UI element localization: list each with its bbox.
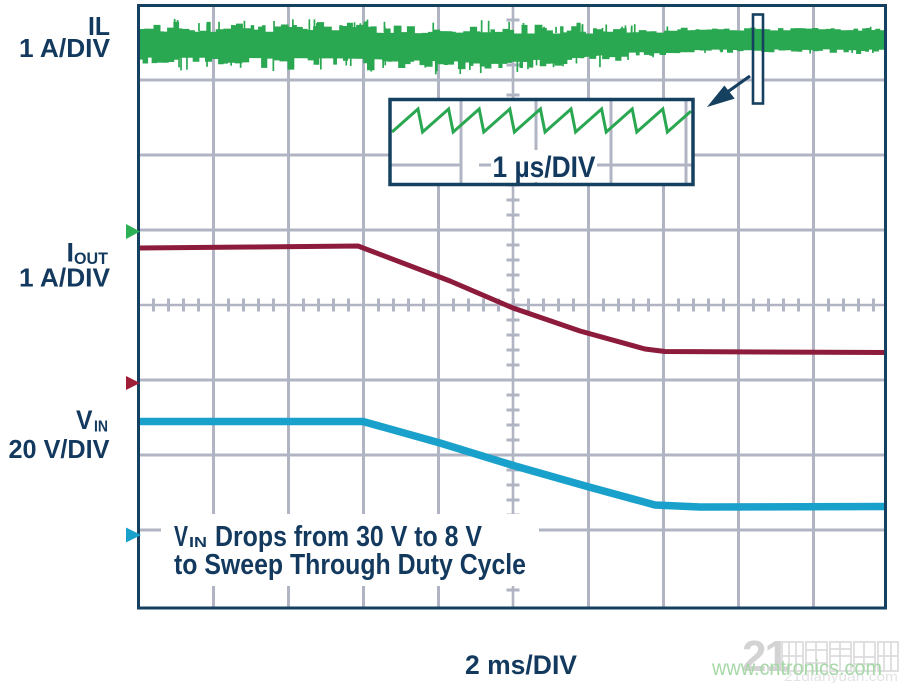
svg-text:IL: IL bbox=[88, 11, 110, 41]
svg-text:Drops from 30 V to 8 V: Drops from 30 V to 8 V bbox=[215, 521, 483, 553]
svg-text:20 V/DIV: 20 V/DIV bbox=[9, 434, 111, 464]
svg-text:2 ms/DIV: 2 ms/DIV bbox=[465, 650, 577, 680]
svg-text:1 A/DIV: 1 A/DIV bbox=[19, 33, 111, 63]
svg-text:21dianyuan.com: 21dianyuan.com bbox=[784, 669, 898, 683]
svg-text:www.cntronics.com: www.cntronics.com bbox=[711, 657, 882, 680]
svg-text:1 A/DIV: 1 A/DIV bbox=[19, 263, 111, 293]
svg-text:I: I bbox=[67, 238, 75, 268]
svg-text:OUT: OUT bbox=[74, 249, 109, 268]
svg-text:IN: IN bbox=[94, 419, 108, 436]
svg-text:V: V bbox=[76, 405, 93, 435]
svg-text:1 µs/DIV: 1 µs/DIV bbox=[493, 151, 596, 184]
svg-text:IN: IN bbox=[189, 535, 207, 551]
svg-text:to Sweep Through Duty Cycle: to Sweep Through Duty Cycle bbox=[174, 549, 526, 581]
svg-text:V: V bbox=[174, 521, 188, 553]
